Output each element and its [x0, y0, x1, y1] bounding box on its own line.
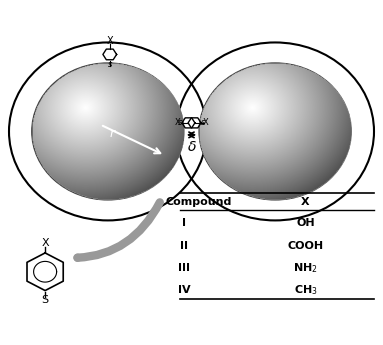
Text: X: X [203, 118, 208, 127]
Text: CH$_3$: CH$_3$ [294, 283, 318, 297]
Text: II: II [180, 241, 188, 251]
Text: III: III [178, 263, 190, 273]
FancyArrowPatch shape [77, 203, 160, 258]
Text: s: s [178, 118, 182, 127]
Text: Compound: Compound [166, 197, 232, 207]
Text: X: X [175, 118, 180, 127]
Text: r: r [109, 127, 114, 140]
Text: COOH: COOH [288, 241, 324, 251]
Text: S: S [41, 295, 49, 305]
Text: X: X [301, 197, 310, 207]
Text: s: s [108, 60, 112, 69]
Text: NH$_2$: NH$_2$ [293, 261, 318, 275]
Text: $\delta$: $\delta$ [187, 140, 196, 154]
Text: X: X [106, 36, 113, 46]
Circle shape [199, 63, 351, 200]
Text: OH: OH [296, 218, 315, 228]
Text: I: I [182, 218, 186, 228]
Text: X: X [41, 238, 49, 248]
Text: IV: IV [178, 285, 190, 295]
Circle shape [32, 63, 184, 200]
Text: s: s [201, 118, 205, 127]
